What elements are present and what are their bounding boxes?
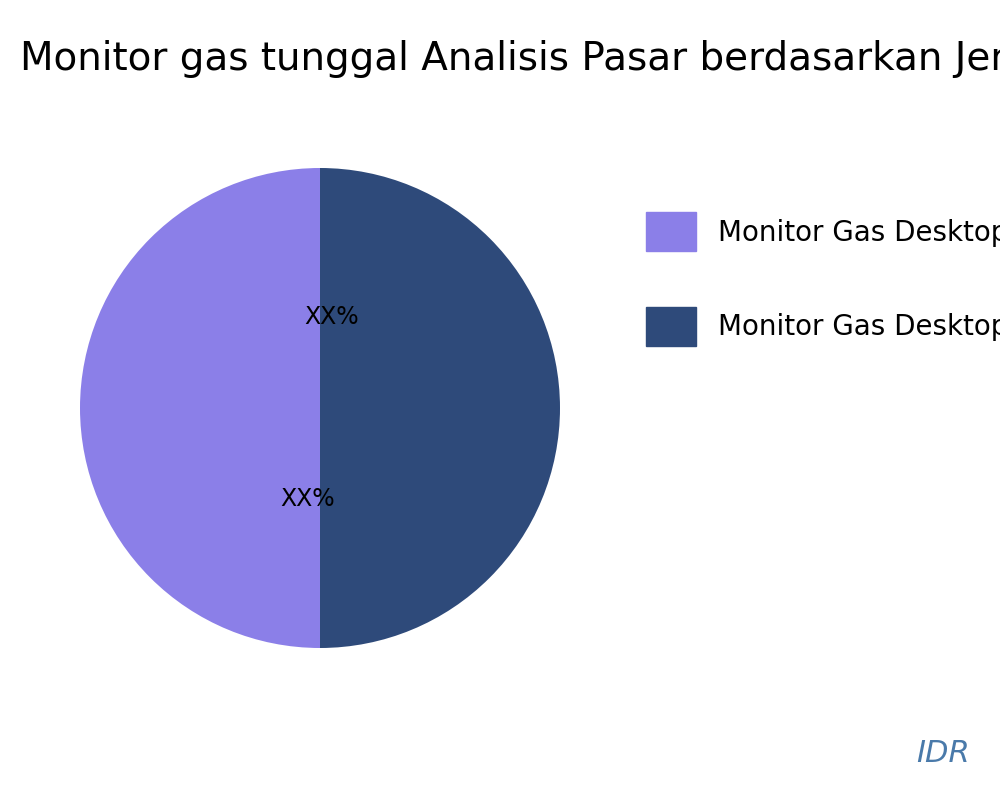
Legend: Monitor Gas Desktop, Monitor Gas Desktop: Monitor Gas Desktop, Monitor Gas Desktop <box>646 212 1000 346</box>
Text: XX%: XX% <box>281 487 335 511</box>
Text: IDR: IDR <box>916 739 970 768</box>
Wedge shape <box>320 168 560 648</box>
Text: XX%: XX% <box>305 305 359 329</box>
Wedge shape <box>80 168 320 648</box>
Text: Monitor gas tunggal Analisis Pasar berdasarkan Jenis: Monitor gas tunggal Analisis Pasar berda… <box>20 40 1000 78</box>
